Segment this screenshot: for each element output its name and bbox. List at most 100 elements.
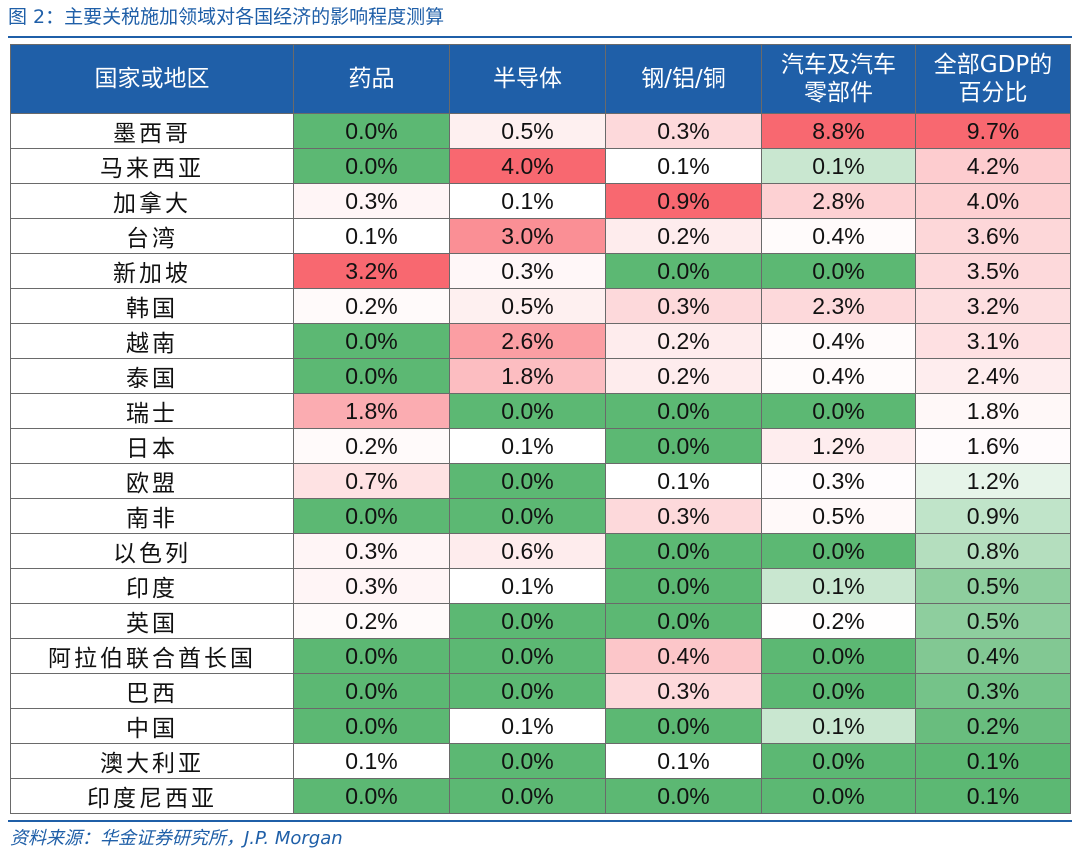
value-cell: 0.1% [449, 708, 606, 744]
table-row: 马来西亚 0.0% 4.0% 0.1% 0.1% 4.2% [10, 148, 1071, 184]
value-cell: 0.4% [605, 638, 762, 674]
column-header-0: 国家或地区 [10, 44, 294, 114]
country-cell: 中国 [10, 708, 294, 744]
value-cell: 0.0% [761, 533, 916, 569]
table-row: 韩国 0.2% 0.5% 0.3% 2.3% 3.2% [10, 288, 1071, 324]
value-cell: 0.1% [761, 148, 916, 184]
value-cell: 0.0% [293, 673, 450, 709]
value-cell: 0.2% [761, 603, 916, 639]
value-cell: 0.3% [605, 288, 762, 324]
value-cell: 3.6% [915, 218, 1071, 254]
value-cell: 1.8% [293, 393, 450, 429]
value-cell: 0.2% [915, 708, 1071, 744]
table-row: 欧盟 0.7% 0.0% 0.1% 0.3% 1.2% [10, 463, 1071, 499]
table-row: 阿拉伯联合酋长国 0.0% 0.0% 0.4% 0.0% 0.4% [10, 638, 1071, 674]
value-cell: 0.0% [761, 673, 916, 709]
table-row: 印度 0.3% 0.1% 0.0% 0.1% 0.5% [10, 568, 1071, 604]
value-cell: 1.6% [915, 428, 1071, 464]
value-cell: 0.0% [449, 393, 606, 429]
table-row: 瑞士 1.8% 0.0% 0.0% 0.0% 1.8% [10, 393, 1071, 429]
column-header-1: 药品 [293, 44, 450, 114]
value-cell: 0.5% [915, 568, 1071, 604]
value-cell: 0.1% [605, 148, 762, 184]
table-row: 印度尼西亚 0.0% 0.0% 0.0% 0.0% 0.1% [10, 778, 1071, 814]
table-row: 南非 0.0% 0.0% 0.3% 0.5% 0.9% [10, 498, 1071, 534]
value-cell: 0.0% [449, 743, 606, 779]
country-cell: 马来西亚 [10, 148, 294, 184]
table-row: 新加坡 3.2% 0.3% 0.0% 0.0% 3.5% [10, 253, 1071, 289]
value-cell: 0.1% [915, 743, 1071, 779]
column-header-line: 零部件 [804, 80, 873, 106]
value-cell: 0.0% [761, 743, 916, 779]
table-row: 英国 0.2% 0.0% 0.0% 0.2% 0.5% [10, 603, 1071, 639]
country-cell: 加拿大 [10, 183, 294, 219]
value-cell: 4.2% [915, 148, 1071, 184]
value-cell: 0.1% [293, 218, 450, 254]
value-cell: 0.0% [761, 253, 916, 289]
value-cell: 0.0% [293, 708, 450, 744]
country-cell: 新加坡 [10, 253, 294, 289]
country-cell: 韩国 [10, 288, 294, 324]
value-cell: 0.0% [293, 323, 450, 359]
title-divider [8, 36, 1072, 38]
country-cell: 日本 [10, 428, 294, 464]
country-cell: 墨西哥 [10, 113, 294, 149]
value-cell: 0.0% [605, 393, 762, 429]
value-cell: 0.0% [449, 463, 606, 499]
value-cell: 0.8% [915, 533, 1071, 569]
source-divider [8, 820, 1072, 822]
column-header-line: 国家或地区 [94, 66, 210, 92]
value-cell: 3.2% [293, 253, 450, 289]
value-cell: 0.3% [449, 253, 606, 289]
value-cell: 0.1% [449, 568, 606, 604]
value-cell: 0.0% [293, 498, 450, 534]
country-cell: 泰国 [10, 358, 294, 394]
table-row: 巴西 0.0% 0.0% 0.3% 0.0% 0.3% [10, 673, 1071, 709]
value-cell: 3.5% [915, 253, 1071, 289]
table-row: 台湾 0.1% 3.0% 0.2% 0.4% 3.6% [10, 218, 1071, 254]
table-row: 澳大利亚 0.1% 0.0% 0.1% 0.0% 0.1% [10, 743, 1071, 779]
table-row: 墨西哥 0.0% 0.5% 0.3% 8.8% 9.7% [10, 113, 1071, 149]
value-cell: 9.7% [915, 113, 1071, 149]
value-cell: 0.3% [293, 183, 450, 219]
column-header-line: 汽车及汽车 [781, 52, 896, 78]
country-cell: 南非 [10, 498, 294, 534]
table-row: 以色列 0.3% 0.6% 0.0% 0.0% 0.8% [10, 533, 1071, 569]
column-header-3: 钢/铝/铜 [605, 44, 762, 114]
country-cell: 澳大利亚 [10, 743, 294, 779]
value-cell: 0.2% [293, 428, 450, 464]
value-cell: 0.0% [449, 603, 606, 639]
value-cell: 0.4% [761, 323, 916, 359]
value-cell: 0.0% [761, 393, 916, 429]
value-cell: 0.2% [605, 358, 762, 394]
value-cell: 0.0% [605, 533, 762, 569]
heatmap-table: 国家或地区 药品 半导体 钢/铝/铜 汽车及汽车 零部件 全部GDP的 百分比 墨西哥 0.0%… [10, 44, 1071, 814]
value-cell: 3.2% [915, 288, 1071, 324]
value-cell: 0.0% [605, 253, 762, 289]
value-cell: 8.8% [761, 113, 916, 149]
country-cell: 巴西 [10, 673, 294, 709]
table-row: 越南 0.0% 2.6% 0.2% 0.4% 3.1% [10, 323, 1071, 359]
value-cell: 0.2% [293, 603, 450, 639]
value-cell: 1.2% [915, 463, 1071, 499]
value-cell: 0.4% [761, 218, 916, 254]
value-cell: 0.0% [605, 428, 762, 464]
value-cell: 0.2% [605, 218, 762, 254]
value-cell: 2.8% [761, 183, 916, 219]
table-header-row: 国家或地区 药品 半导体 钢/铝/铜 汽车及汽车 零部件 全部GDP的 百分比 [10, 44, 1071, 114]
value-cell: 4.0% [915, 183, 1071, 219]
country-cell: 英国 [10, 603, 294, 639]
country-cell: 印度 [10, 568, 294, 604]
value-cell: 1.8% [449, 358, 606, 394]
country-cell: 越南 [10, 323, 294, 359]
value-cell: 0.4% [761, 358, 916, 394]
value-cell: 0.3% [605, 113, 762, 149]
table-body: 墨西哥 0.0% 0.5% 0.3% 8.8% 9.7% 马来西亚 0.0% 4.0% 0.1% 0… [10, 113, 1071, 814]
column-header-line: 半导体 [493, 66, 562, 92]
table-row: 泰国 0.0% 1.8% 0.2% 0.4% 2.4% [10, 358, 1071, 394]
value-cell: 0.3% [915, 673, 1071, 709]
figure-title: 图 2：主要关税施加领域对各国经济的影响程度测算 [8, 6, 445, 28]
value-cell: 0.4% [915, 638, 1071, 674]
value-cell: 0.0% [761, 778, 916, 814]
column-header-5: 全部GDP的 百分比 [915, 44, 1071, 114]
